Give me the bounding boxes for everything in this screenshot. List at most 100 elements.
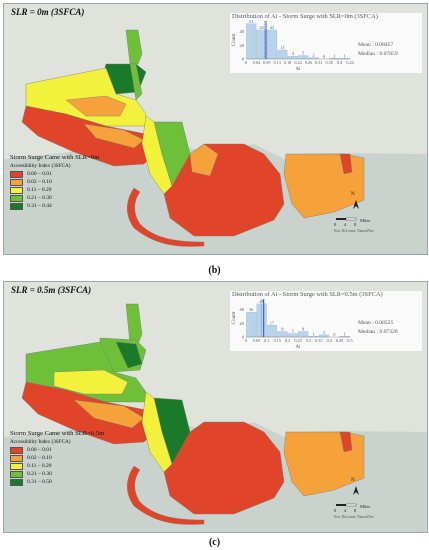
legend-swatch bbox=[10, 178, 23, 186]
scale-tick-2: 8 bbox=[354, 222, 357, 227]
north-label: N bbox=[351, 192, 355, 197]
region-north-strip bbox=[125, 303, 143, 345]
bar-count-label: 48 bbox=[260, 299, 264, 304]
y-tick-label: 20 bbox=[239, 321, 244, 326]
legend-label: 0.00 – 0.01 bbox=[27, 447, 52, 453]
x-tick-label: 0.04 bbox=[253, 60, 261, 65]
bar-count-label: 1 bbox=[333, 53, 335, 58]
bar-count-label: 0 bbox=[333, 332, 335, 337]
histogram-bar bbox=[277, 49, 288, 60]
x-tick-label: 0.13 bbox=[274, 60, 281, 65]
x-tick-label: 0.2 bbox=[285, 338, 290, 343]
legend-item: 0.21 – 0.30 bbox=[10, 470, 104, 478]
bar-count-label: 36 bbox=[249, 307, 253, 312]
scale-tick-1: 4 bbox=[344, 508, 347, 513]
y-tick-label: 0 bbox=[242, 57, 245, 62]
y-tick-label: 20 bbox=[239, 43, 244, 48]
north-arrow-icon bbox=[353, 200, 359, 209]
scale-unit: Miles bbox=[360, 218, 371, 223]
legend-swatch bbox=[10, 446, 23, 454]
legend-subtitle: Accessibility Index (3SFCA) bbox=[10, 163, 71, 169]
legend-swatch bbox=[10, 202, 23, 210]
region-orange-coast bbox=[73, 399, 145, 429]
histogram-bar bbox=[318, 334, 330, 338]
histogram-bar bbox=[256, 303, 267, 338]
legend-label: 0.21 – 0.30 bbox=[27, 471, 52, 477]
x-axis-label: Ai bbox=[296, 345, 302, 350]
histogram-bar bbox=[266, 29, 278, 60]
region-red-east bbox=[339, 431, 353, 453]
histogram-bar bbox=[298, 331, 309, 338]
bar-count-label: 1 bbox=[344, 53, 346, 58]
histogram-title: Distribution of Ai - Storm Surge with SL… bbox=[232, 13, 378, 20]
legend-swatch bbox=[10, 194, 23, 202]
scale-bar-black bbox=[336, 504, 346, 506]
x-tick-label: 0.15 bbox=[274, 338, 281, 343]
scale-bar-white bbox=[345, 503, 357, 507]
x-tick-label: 0.3 bbox=[306, 338, 311, 343]
caption-c: (c) bbox=[208, 537, 221, 548]
bar-count-label: 1 bbox=[313, 331, 315, 336]
legend: Storm Surge Came with SLR=0m Accessibili… bbox=[10, 154, 99, 210]
histogram-bar bbox=[246, 311, 257, 338]
scenario-title: SLR = 0.5m (3SFCA) bbox=[11, 285, 92, 295]
legend-item: 0.02 – 0.10 bbox=[10, 178, 99, 186]
x-tick-label: 0.1 bbox=[264, 338, 269, 343]
region-red-peninsula bbox=[127, 187, 205, 247]
scenario-title: SLR = 0m (3SFCA) bbox=[11, 7, 85, 17]
histogram: Distribution of Ai - Storm Surge with SL… bbox=[230, 13, 422, 73]
x-tick-label: 0.26 bbox=[305, 60, 312, 65]
bar-count-label: 17 bbox=[270, 320, 274, 325]
region-dark-green-north bbox=[115, 341, 143, 369]
bar-count-label: 42 bbox=[260, 25, 264, 30]
legend-item: 0.31 – 0.44 bbox=[10, 202, 99, 210]
legend-item: 0.11 – 0.20 bbox=[10, 462, 104, 470]
legend-swatch bbox=[10, 462, 23, 470]
histogram-bar bbox=[246, 23, 257, 60]
legend-swatch bbox=[10, 454, 23, 462]
caption-b: (b) bbox=[208, 265, 221, 276]
x-tick-label: 0.45 bbox=[336, 338, 343, 343]
region-red-coast-west bbox=[21, 105, 155, 167]
legend-label: 0.11 – 0.20 bbox=[27, 187, 52, 193]
mean-label: Mean : 0.08457 bbox=[358, 42, 394, 48]
region-red-coast-west bbox=[21, 381, 155, 445]
y-axis-label: Count bbox=[231, 311, 237, 324]
legend-item: 0.00 – 0.01 bbox=[10, 446, 104, 454]
north-arrow-icon bbox=[353, 486, 359, 495]
scale-unit: Miles bbox=[360, 504, 371, 509]
histogram-title: Distribution of Ai - Storm Surge with SL… bbox=[232, 291, 383, 298]
map-credits: Esri, DeLorme, NaturalVue bbox=[334, 515, 374, 519]
legend-swatch bbox=[10, 186, 23, 194]
legend-swatch bbox=[10, 170, 23, 178]
x-tick-label: 0.25 bbox=[294, 338, 301, 343]
north-label: N bbox=[351, 478, 355, 483]
legend: Storm Surge Came with SLR=0.5m Accessibi… bbox=[10, 430, 104, 486]
bar-count-label: 5 bbox=[292, 329, 294, 334]
histogram-bar bbox=[298, 55, 309, 60]
legend-label: 0.21 – 0.30 bbox=[27, 195, 52, 201]
legend-label: 0.00 – 0.01 bbox=[27, 171, 52, 177]
bar-count-label: 5 bbox=[302, 51, 304, 56]
region-orange-mid bbox=[65, 95, 127, 117]
median-label: Median : 0.07328 bbox=[358, 329, 398, 335]
bar-count-label: 8 bbox=[281, 326, 283, 331]
legend-item: 0.02 – 0.10 bbox=[10, 454, 104, 462]
map-panel-c: SLR = 0.5m (3SFCA) Storm Surge Came with… bbox=[3, 281, 428, 533]
bar-count-label: 0 bbox=[323, 54, 325, 59]
histogram-stats: Mean : 0.08525 Median : 0.07328 bbox=[358, 319, 398, 337]
bar-count-label: 2 bbox=[313, 53, 315, 58]
legend-label: 0.31 – 0.50 bbox=[27, 479, 52, 485]
y-tick-label: 40 bbox=[239, 29, 244, 34]
legend-title: Storm Surge Came with SLR=0.5m bbox=[10, 430, 105, 437]
histogram-bar bbox=[287, 333, 298, 338]
x-tick-label: 0.35 bbox=[315, 338, 322, 343]
histogram-bar bbox=[266, 325, 278, 338]
legend-item: 0.11 – 0.20 bbox=[10, 186, 99, 194]
x-tick-label: 0.5 bbox=[347, 338, 352, 343]
scale-bar-white bbox=[345, 217, 357, 221]
legend-label: 0.02 – 0.10 bbox=[27, 455, 52, 461]
histogram-stats: Mean : 0.08457 Median : 0.07859 bbox=[358, 41, 398, 59]
x-tick-label: 0.35 bbox=[326, 60, 333, 65]
bar-count-label: 42 bbox=[270, 25, 274, 30]
